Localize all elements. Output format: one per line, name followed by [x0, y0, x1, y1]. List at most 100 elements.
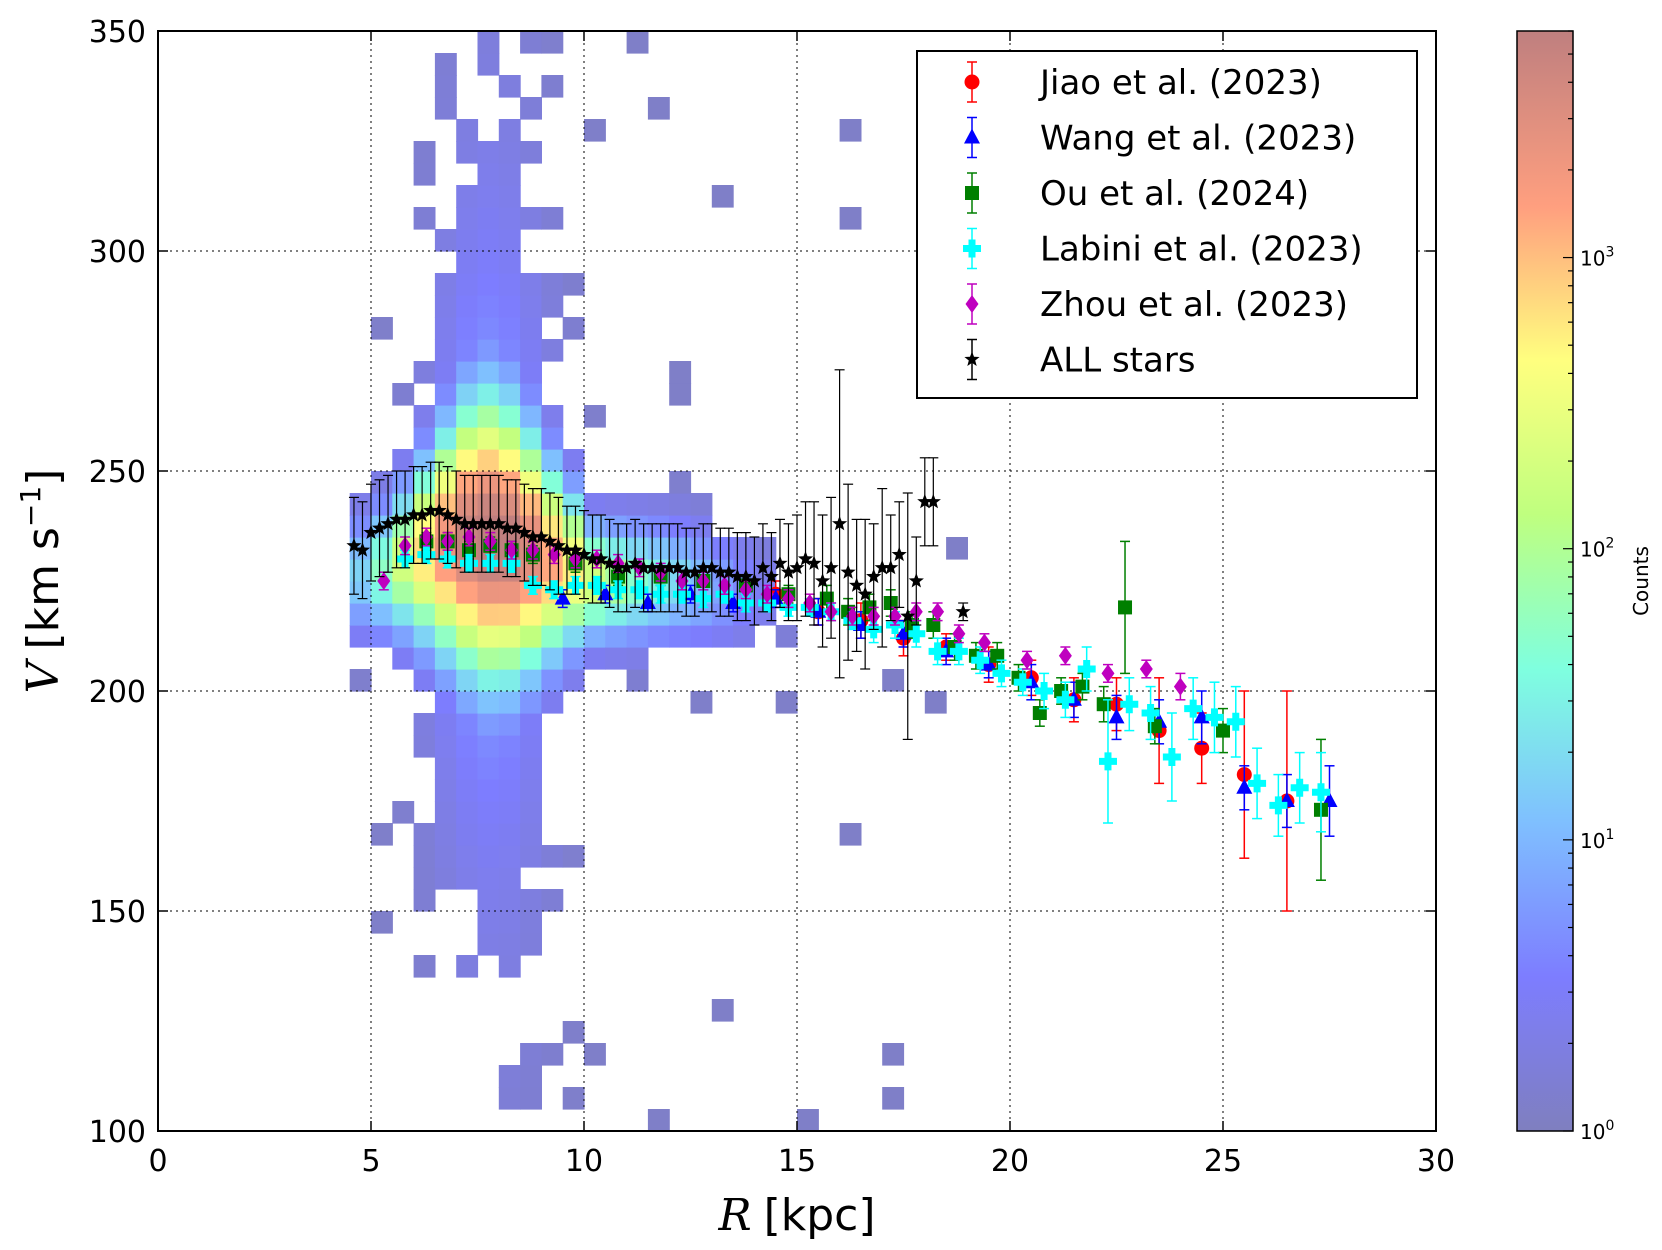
data-point [977, 633, 991, 652]
data-point [925, 493, 941, 509]
data-point [559, 542, 575, 557]
data-point [516, 524, 532, 540]
density-bin [392, 625, 415, 648]
density-bin [456, 493, 479, 516]
data-point [630, 580, 649, 599]
data-point [928, 642, 947, 661]
data-point [508, 520, 524, 535]
data-point [397, 511, 413, 526]
density-bin [434, 713, 457, 736]
density-bin [541, 75, 564, 98]
density-bin [882, 1043, 905, 1066]
data-point [423, 502, 439, 518]
data-point [533, 529, 549, 544]
data-point [462, 528, 476, 546]
density-bin [456, 471, 479, 494]
density-bin [477, 251, 500, 274]
density-bin [498, 361, 521, 384]
colorbar-tick-label: 102 [1580, 536, 1614, 562]
y-tick-label: 100 [89, 1115, 146, 1150]
y-tick-label: 300 [89, 235, 146, 270]
density-bin [669, 625, 692, 648]
data-point [900, 608, 916, 623]
density-bin [669, 471, 692, 494]
series-5 [346, 369, 971, 741]
density-bin [477, 691, 500, 714]
density-bin [498, 735, 521, 758]
density-bin [498, 119, 521, 142]
series-4 [377, 527, 1187, 701]
colorbar-tick-label: 101 [1580, 827, 1614, 853]
legend-marker [964, 74, 980, 90]
data-point [949, 642, 968, 661]
density-bin [605, 515, 628, 538]
density-bin [605, 537, 628, 560]
density-bin [498, 449, 521, 472]
density-bin [349, 669, 372, 692]
density-bin [520, 207, 542, 230]
data-point [1162, 748, 1181, 766]
data-point [406, 507, 422, 522]
density-bin [477, 361, 500, 384]
density-bin [477, 625, 500, 648]
data-point [389, 511, 405, 526]
density-bin [371, 559, 393, 582]
density-bin [541, 647, 564, 670]
density-bin [371, 493, 393, 516]
density-bin [456, 251, 479, 274]
density-bin [520, 141, 542, 164]
density-bin [413, 141, 436, 164]
density-bin [413, 207, 436, 230]
density-bin [456, 427, 479, 450]
density-bin [498, 427, 521, 450]
density-bin [520, 889, 542, 912]
density-bin [477, 449, 500, 472]
data-point [414, 507, 430, 522]
density-bin [392, 559, 415, 582]
density-bin [413, 625, 436, 648]
density-bin [669, 493, 692, 516]
density-bin [541, 31, 564, 54]
density-bin [669, 361, 692, 384]
density-bin [775, 691, 798, 714]
density-bin [711, 185, 734, 208]
density-bin [477, 603, 500, 626]
density-bin [584, 405, 606, 428]
density-bin [456, 383, 479, 406]
density-bin [456, 229, 479, 252]
density-bin [690, 493, 713, 516]
data-point [431, 502, 447, 518]
data-point [525, 529, 541, 544]
density-bin [520, 691, 542, 714]
density-bin [392, 603, 415, 626]
density-bin [434, 779, 457, 802]
density-bin [562, 625, 585, 648]
density-bin [413, 889, 436, 912]
density-bin [498, 471, 521, 494]
density-bin [520, 295, 542, 318]
density-bin [413, 163, 436, 186]
data-point [704, 559, 720, 575]
data-point [587, 576, 606, 595]
density-bin [562, 273, 585, 296]
data-point [505, 541, 519, 560]
data-point [763, 568, 779, 584]
density-bin [392, 581, 415, 604]
density-bin [434, 559, 457, 582]
density-bin [456, 141, 479, 164]
legend-label: Zhou et al. (2023) [1040, 285, 1348, 325]
data-point [636, 559, 652, 575]
data-point [952, 624, 966, 643]
density-bin [456, 823, 479, 846]
data-point [1269, 796, 1288, 815]
density-bin [477, 427, 500, 450]
data-point [1139, 660, 1153, 678]
density-bin [498, 955, 521, 978]
data-point [738, 568, 754, 584]
colorbar-label: Counts [1629, 546, 1653, 616]
density-bin [371, 911, 393, 934]
data-point [380, 515, 396, 531]
data-point [1184, 699, 1203, 718]
density-bin [434, 339, 457, 362]
data-point [840, 564, 856, 579]
